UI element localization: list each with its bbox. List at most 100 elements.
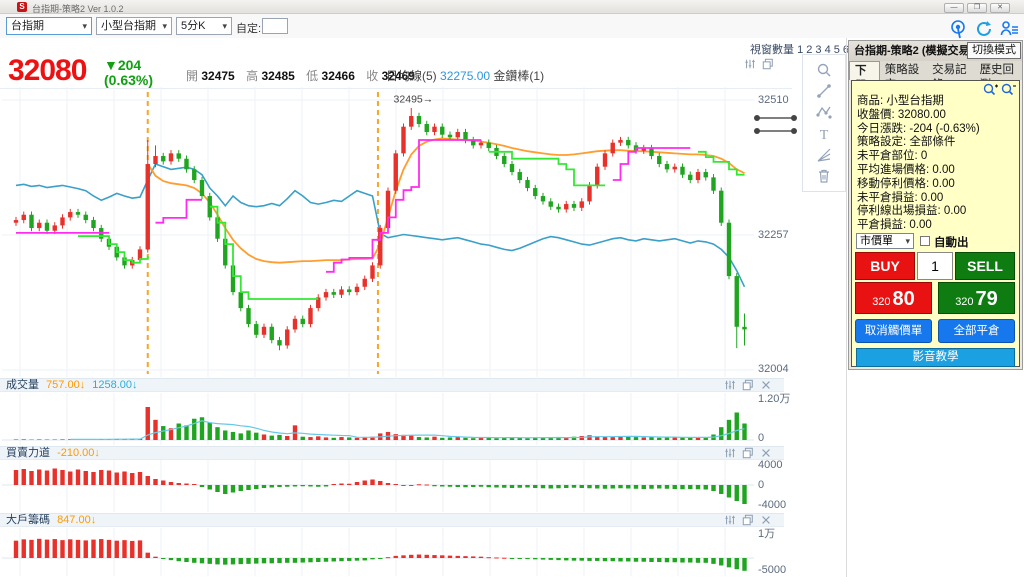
- chips-panel-header: 大戶籌碼 847.00↓: [0, 513, 784, 527]
- auto-exit-label: 自動出: [934, 237, 969, 249]
- polyline-tool-icon[interactable]: [816, 104, 832, 120]
- volume-panel-header: 成交量 757.00↓ 1258.00↓: [0, 378, 784, 392]
- tab-trade-records[interactable]: 交易記錄: [932, 64, 967, 91]
- power-panel-header: 買賣力道 -210.00↓: [0, 446, 784, 460]
- close-panel-icon[interactable]: [760, 447, 772, 459]
- volume-axis-label: 0: [758, 432, 765, 444]
- ohlc-readout: 開 32475 高 32485 低 32466 收 32469: [186, 69, 415, 83]
- interval-dropdown-value: 5分K: [181, 20, 206, 32]
- volume-value-2: 1258.00↓: [92, 379, 138, 391]
- copy-window-icon[interactable]: [742, 514, 754, 526]
- title-bar: [0, 0, 1024, 14]
- divider: [846, 38, 847, 577]
- chips-chart[interactable]: [0, 527, 756, 577]
- volume-axis-label: 1.20万: [758, 393, 791, 405]
- chips-axis-label: -5000: [758, 564, 787, 576]
- interval-dropdown[interactable]: 5分K ▾: [176, 17, 232, 35]
- price-axis-label: 32004: [758, 363, 789, 375]
- chevron-down-icon: ▾: [905, 236, 910, 246]
- info-stopline-pnl: 停利線出場損益: 0.00: [857, 205, 967, 218]
- chevron-down-icon: ▾: [162, 21, 167, 31]
- main-candlestick-chart[interactable]: 32495→: [0, 86, 756, 378]
- trendline-handles[interactable]: [750, 110, 806, 140]
- info-closed-pnl: 平倉損益: 0.00: [857, 219, 932, 232]
- indicator-settings-icon[interactable]: [724, 447, 736, 459]
- indicator-settings-icon[interactable]: [744, 58, 756, 70]
- price-change-pct: (0.63%): [104, 72, 154, 88]
- close-all-positions-button[interactable]: 全部平倉: [938, 319, 1015, 343]
- info-day-change: 今日漲跌: -204 (-0.63%): [857, 122, 980, 135]
- fan-lines-tool-icon[interactable]: [816, 147, 832, 163]
- restore-button[interactable]: ❐: [967, 3, 987, 13]
- window-count: 視窗數量 1 2 3 4 5 6: [750, 41, 849, 57]
- trade-panel: 台指期-策略2 (模擬交易) 切換模式 下單 策略設定 交易記錄 歷史回測: [848, 40, 1023, 370]
- symbol-dropdown[interactable]: 台指期 ▾: [6, 17, 92, 35]
- close-panel-icon[interactable]: [760, 379, 772, 391]
- zoom-out-icon[interactable]: [1001, 83, 1016, 96]
- buy-button[interactable]: BUY: [855, 252, 915, 280]
- zoom-in-icon[interactable]: [983, 83, 998, 96]
- volume-chart[interactable]: [0, 392, 756, 446]
- order-form: 商品: 小型台指期 收盤價: 32080.00 今日漲跌: -204 (-0.6…: [851, 80, 1020, 367]
- bid-price-box[interactable]: 320 80: [855, 282, 932, 314]
- minimize-button[interactable]: —: [944, 3, 964, 13]
- tab-order[interactable]: 下單: [849, 61, 880, 92]
- chips-axis-label: 1万: [758, 528, 776, 540]
- trash-icon[interactable]: [816, 168, 832, 184]
- chevron-down-icon: ▾: [222, 21, 227, 31]
- indicator-settings-icon[interactable]: [724, 379, 736, 391]
- volume-title: 成交量: [6, 379, 39, 391]
- power-axis-label: 0: [758, 479, 765, 491]
- last-price: 32080: [8, 54, 87, 87]
- copy-window-icon[interactable]: [742, 447, 754, 459]
- info-close-price: 收盤價: 32080.00: [857, 108, 946, 121]
- trendline-tool-icon[interactable]: [816, 83, 832, 99]
- copy-window-icon[interactable]: [762, 58, 774, 70]
- chips-value-1: 847.00↓: [57, 514, 97, 526]
- auto-exit-checkbox[interactable]: [920, 236, 930, 246]
- sell-button[interactable]: SELL: [955, 252, 1015, 280]
- text-tool-icon[interactable]: T: [816, 126, 832, 142]
- power-value-1: -210.00↓: [57, 447, 100, 459]
- info-strategy-setting: 策略設定: 全部條件: [857, 136, 956, 149]
- order-type-dropdown[interactable]: 市價單 ▾: [856, 233, 914, 249]
- power-axis-label: -4000: [758, 499, 787, 511]
- video-tutorial-button[interactable]: 影音教學: [856, 348, 1015, 367]
- position-info: 商品: 小型台指期 收盤價: 32080.00 今日漲跌: -204 (-0.6…: [857, 95, 980, 233]
- order-type-value: 市價單: [860, 235, 893, 247]
- close-panel-icon[interactable]: [760, 514, 772, 526]
- trade-panel-tabs: 下單 策略設定 交易記錄 歷史回測: [849, 61, 1022, 92]
- cancel-trigger-orders-button[interactable]: 取消觸價單: [855, 319, 932, 343]
- refresh-icon[interactable]: [974, 19, 994, 39]
- chevron-down-icon: ▾: [82, 21, 87, 31]
- price-axis-label: 32510: [758, 94, 789, 106]
- indicator-settings-icon[interactable]: [724, 514, 736, 526]
- switch-mode-button[interactable]: 切換模式: [967, 42, 1021, 59]
- window-count-numbers[interactable]: 1 2 3 4 5 6: [797, 44, 850, 56]
- quantity-input[interactable]: [917, 252, 953, 280]
- info-product: 商品: 小型台指期: [857, 95, 944, 107]
- price-change: ▼204: [104, 57, 142, 73]
- custom-label: 自定:: [236, 23, 262, 35]
- close-button[interactable]: ✕: [990, 3, 1010, 13]
- custom-input[interactable]: [262, 18, 288, 34]
- app-logo-icon: S: [17, 2, 27, 12]
- contract-dropdown[interactable]: 小型台指期 ▾: [96, 17, 172, 35]
- info-trailing-stop: 移動停利價格: 0.00: [857, 177, 955, 190]
- volume-value-1: 757.00↓: [46, 379, 86, 391]
- ask-price-box[interactable]: 320 79: [938, 282, 1015, 314]
- svg-text:T: T: [820, 128, 829, 142]
- magnifier-icon[interactable]: [816, 62, 832, 78]
- broadcast-pin-icon[interactable]: [948, 19, 968, 39]
- tab-backtest[interactable]: 歷史回測: [979, 64, 1015, 91]
- info-avg-entry: 平均進場價格: 0.00: [857, 163, 955, 176]
- tab-strategy-settings[interactable]: 策略設定: [884, 64, 920, 91]
- power-chart[interactable]: [0, 459, 756, 513]
- window-title: 台指期-策略2 Ver 1.0.2: [32, 4, 124, 14]
- power-axis-label: 4000: [758, 459, 783, 471]
- copy-window-icon[interactable]: [742, 379, 754, 391]
- account-list-icon[interactable]: [1000, 19, 1020, 39]
- info-open-pnl: 未平倉損益: 0.00: [857, 191, 944, 204]
- chips-title: 大戶籌碼: [6, 514, 50, 526]
- chart-toolbar-mini: [744, 58, 774, 70]
